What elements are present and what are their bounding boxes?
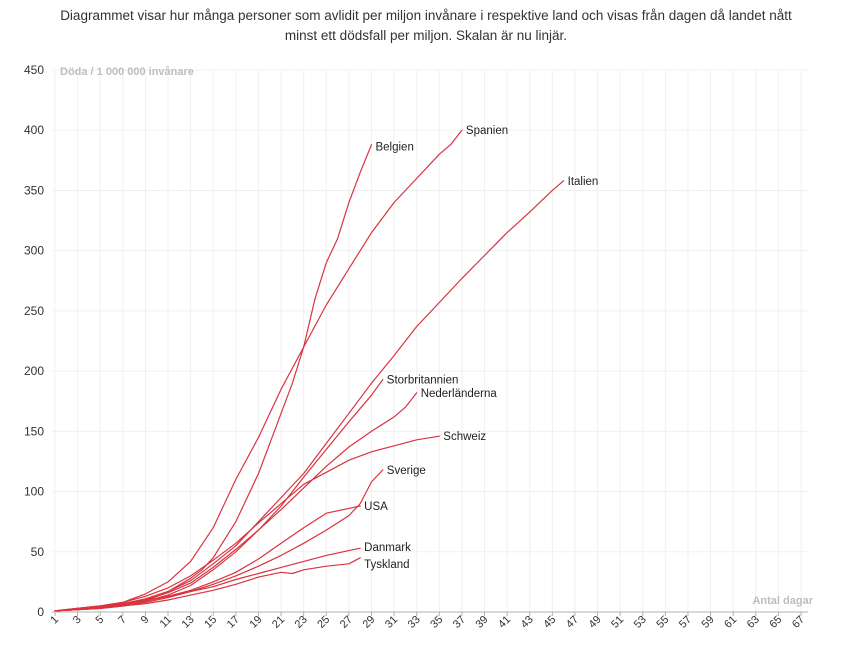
series-label-spanien: Spanien [466, 125, 508, 137]
x-tick-label: 21 [270, 614, 287, 631]
x-tick-label: 29 [360, 614, 377, 631]
y-tick-label: 50 [31, 545, 45, 559]
series-label-nederl-nderna: Nederländerna [421, 388, 498, 400]
series-line-italien [54, 180, 565, 612]
x-tick-label: 43 [519, 614, 536, 631]
y-axis-title: Döda / 1 000 000 invånare [60, 66, 194, 78]
x-tick-label: 27 [338, 614, 355, 631]
x-tick-label: 25 [315, 614, 332, 631]
y-tick-label: 200 [24, 364, 44, 378]
x-tick-label: 23 [293, 614, 310, 631]
series-label-schweiz: Schweiz [443, 431, 486, 443]
x-tick-label: 53 [632, 614, 649, 631]
y-tick-label: 400 [24, 123, 44, 137]
x-tick-label: 37 [451, 614, 468, 631]
series-label-tyskland: Tyskland [364, 559, 409, 571]
x-tick-label: 67 [790, 614, 807, 631]
x-tick-label: 49 [587, 614, 604, 631]
x-tick-label: 57 [677, 614, 694, 631]
x-tick-label: 39 [473, 614, 490, 631]
series-line-schweiz [54, 435, 440, 612]
series-label-danmark: Danmark [364, 542, 411, 554]
series-label-belgien: Belgien [375, 142, 413, 154]
x-tick-label: 11 [158, 614, 175, 631]
y-tick-label: 250 [24, 304, 44, 318]
x-tick-label: 59 [700, 614, 717, 631]
series-label-storbritannien: Storbritannien [387, 375, 459, 387]
y-tick-label: 300 [24, 244, 44, 258]
x-tick-label: 55 [654, 614, 671, 631]
y-tick-label: 150 [24, 424, 44, 438]
x-tick-label: 31 [383, 614, 400, 631]
x-tick-label: 15 [202, 614, 219, 631]
x-tick-label: 35 [428, 614, 445, 631]
x-tick-label: 19 [247, 614, 264, 631]
x-tick-label: 41 [496, 614, 513, 631]
x-tick-label: 13 [180, 614, 197, 631]
x-axis-title: Antal dagar [752, 595, 813, 607]
x-tick-label: 33 [406, 614, 423, 631]
y-tick-label: 0 [37, 605, 44, 619]
x-tick-label: 63 [745, 614, 762, 631]
x-tick-label: 17 [225, 614, 242, 631]
series-label-sverige: Sverige [387, 465, 426, 477]
x-tick-label: 61 [722, 614, 739, 631]
caption-line-2: minst ett dödsfall per miljon. Skalan är… [284, 28, 568, 43]
series-label-italien: Italien [568, 176, 599, 188]
series-line-storbritannien [54, 378, 384, 612]
chart-caption: Diagrammet visar hur många personer som … [0, 6, 852, 46]
y-tick-label: 100 [24, 485, 44, 499]
series-line-sverige [54, 469, 384, 612]
y-tick-label: 450 [24, 63, 44, 77]
x-tick-label: 51 [609, 614, 626, 631]
x-tick-label: 65 [767, 614, 784, 631]
series-label-usa: USA [364, 501, 388, 513]
series-line-danmark [54, 547, 361, 612]
series-line-usa [54, 505, 361, 612]
x-tick-label: 45 [541, 614, 558, 631]
x-tick-label: 47 [564, 614, 581, 631]
y-tick-label: 350 [24, 183, 44, 197]
caption-line-1: Diagrammet visar hur många personer som … [60, 8, 792, 23]
series-line-tyskland [54, 557, 361, 612]
